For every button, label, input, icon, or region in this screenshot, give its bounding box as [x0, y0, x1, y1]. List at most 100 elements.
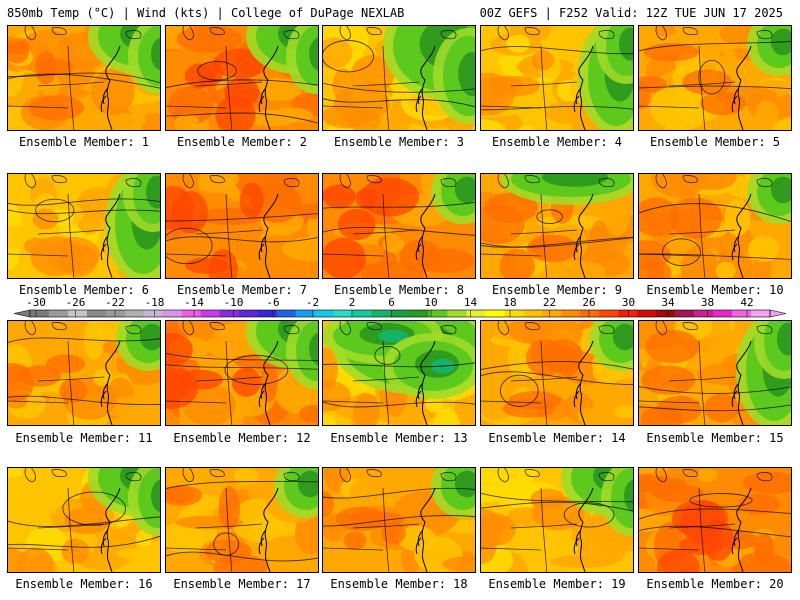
- height-contour: [8, 535, 160, 548]
- state-borders: [8, 468, 142, 572]
- ensemble-member-map: [322, 25, 476, 131]
- temperature-map: [639, 321, 791, 425]
- temperature-map: [8, 468, 160, 572]
- coastline: [258, 487, 279, 572]
- height-contour: [166, 227, 213, 265]
- height-contour: [639, 203, 791, 223]
- height-contour: [662, 238, 701, 267]
- state-borders: [8, 26, 142, 130]
- height-contour: [8, 516, 160, 527]
- height-contour: [323, 40, 374, 73]
- height-contour: [323, 201, 475, 209]
- state-borders: [8, 321, 142, 425]
- ensemble-member-map: [638, 467, 792, 573]
- height-contour: [62, 491, 126, 526]
- ensemble-member-label: Ensemble Member: 7: [176, 283, 308, 297]
- temperature-map: [166, 468, 318, 572]
- ensemble-member-label: Ensemble Member: 3: [333, 135, 465, 149]
- height-contour: [323, 487, 475, 499]
- ensemble-member-map: [165, 320, 319, 426]
- ensemble-member-map: [165, 173, 319, 279]
- coastline: [573, 340, 594, 425]
- height-contour: [8, 198, 160, 206]
- ensemble-member-label: Ensemble Member: 8: [333, 283, 465, 297]
- height-contour: [8, 337, 160, 343]
- state-borders: [166, 174, 300, 278]
- state-borders: [639, 321, 773, 425]
- ensemble-member-label: Ensemble Member: 12: [173, 431, 311, 445]
- temperature-map: [481, 468, 633, 572]
- height-contour: [323, 98, 475, 108]
- ensemble-member-map: [638, 173, 792, 279]
- ensemble-member-label: Ensemble Member: 18: [330, 577, 468, 591]
- height-contour: [323, 515, 475, 527]
- ensemble-member-label: Ensemble Member: 17: [173, 577, 311, 591]
- temperature-map: [481, 26, 633, 130]
- state-borders: [323, 174, 457, 278]
- ensemble-member-map: [165, 467, 319, 573]
- state-borders: [323, 321, 457, 425]
- coastline: [415, 45, 436, 130]
- header-valid-time: 00Z GEFS | F252 Valid: 12Z TUE JUN 17 20…: [479, 6, 783, 20]
- coastline: [731, 340, 752, 425]
- ensemble-member-map: [7, 25, 161, 131]
- height-contour: [481, 371, 633, 386]
- state-borders: [639, 468, 773, 572]
- ensemble-member-label: Ensemble Member: 9: [491, 283, 623, 297]
- coastline: [258, 193, 279, 278]
- ensemble-member-label: Ensemble Member: 6: [18, 283, 150, 297]
- height-contour: [481, 237, 633, 248]
- height-contour: [481, 236, 633, 248]
- state-borders: [481, 26, 615, 130]
- state-borders: [639, 174, 773, 278]
- temperature-map: [166, 174, 318, 278]
- temperature-map: [639, 174, 791, 278]
- height-contour: [323, 362, 475, 368]
- temperature-map: [8, 26, 160, 130]
- height-contour: [213, 532, 240, 556]
- temperature-map: [481, 321, 633, 425]
- ensemble-member-map: [7, 467, 161, 573]
- coastline: [731, 193, 752, 278]
- coastline: [100, 487, 121, 572]
- height-contour: [8, 395, 160, 406]
- ensemble-member-map: [165, 25, 319, 131]
- coastline: [573, 487, 594, 572]
- ensemble-member-label: Ensemble Member: 1: [18, 135, 150, 149]
- height-contour: [323, 82, 475, 93]
- height-contour: [698, 59, 726, 95]
- height-contour: [166, 213, 318, 222]
- ensemble-member-label: Ensemble Member: 20: [646, 577, 784, 591]
- height-contour: [224, 355, 289, 385]
- height-contour: [639, 525, 791, 538]
- height-contour: [639, 41, 791, 52]
- ensemble-member-label: Ensemble Member: 19: [488, 577, 626, 591]
- temperature-map: [166, 321, 318, 425]
- height-contour: [689, 493, 753, 508]
- state-borders: [481, 468, 615, 572]
- ensemble-member-map: [638, 25, 792, 131]
- ensemble-member-map: [7, 173, 161, 279]
- height-contour: [374, 345, 401, 365]
- temperature-map: [323, 468, 475, 572]
- height-contour: [481, 105, 633, 111]
- ensemble-member-label: Ensemble Member: 13: [330, 431, 468, 445]
- state-borders: [166, 321, 300, 425]
- coastline: [573, 193, 594, 278]
- temperature-map: [8, 321, 160, 425]
- height-contour: [499, 374, 539, 407]
- height-contour: [536, 209, 563, 225]
- state-borders: [166, 26, 300, 130]
- coastline: [731, 45, 752, 130]
- state-borders: [166, 468, 300, 572]
- coastline: [415, 340, 436, 425]
- coastline: [100, 340, 121, 425]
- temperature-map: [323, 174, 475, 278]
- ensemble-member-label: Ensemble Member: 2: [176, 135, 308, 149]
- height-contour: [639, 253, 791, 260]
- height-contour: [166, 364, 318, 370]
- state-borders: [639, 26, 773, 130]
- ensemble-member-map: [480, 25, 634, 131]
- header-title: 850mb Temp (°C) | Wind (kts) | College o…: [7, 6, 405, 20]
